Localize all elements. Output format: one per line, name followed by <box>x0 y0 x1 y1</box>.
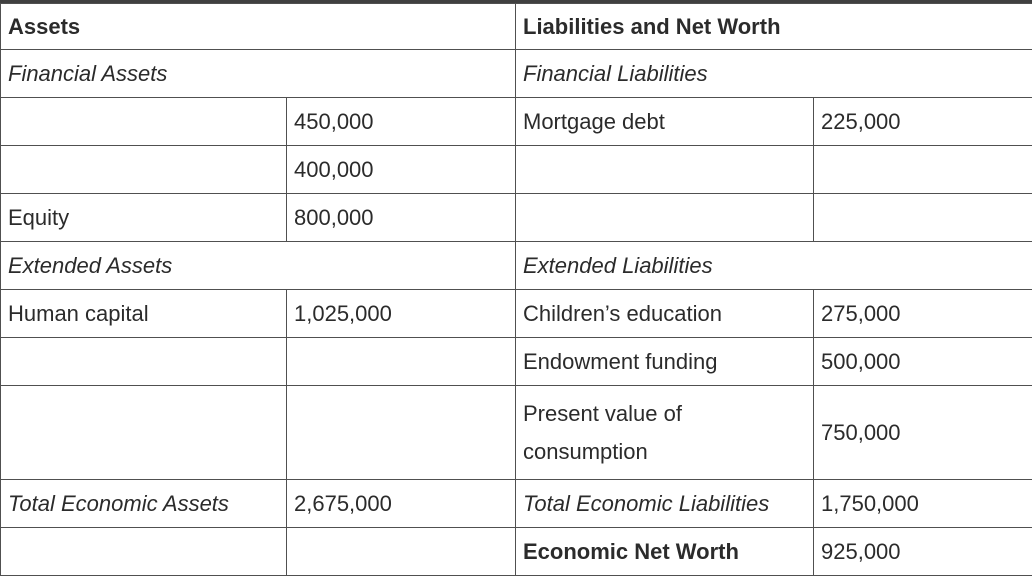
net-worth-value: 925,000 <box>812 527 1032 576</box>
total-assets-value: 2,675,000 <box>286 479 516 528</box>
liability-label-cell: Present value of consumption <box>515 385 814 480</box>
asset-value-cell <box>286 337 516 386</box>
table-row: Human capital 1,025,000 Children’s educa… <box>0 289 1032 338</box>
extended-liabilities-label: Extended Liabilities <box>514 241 1032 290</box>
asset-value-cell: 450,000 <box>286 97 516 146</box>
section-row-extended: Extended Assets Extended Liabilities <box>0 241 1032 290</box>
asset-label-cell: Human capital <box>0 289 287 338</box>
header-row: Assets Liabilities and Net Worth <box>0 3 1032 50</box>
asset-value-cell: 1,025,000 <box>286 289 516 338</box>
empty-cell <box>286 527 516 576</box>
asset-label-cell <box>0 97 287 146</box>
totals-row: Total Economic Assets 2,675,000 Total Ec… <box>0 479 1032 528</box>
economic-balance-sheet-table: Assets Liabilities and Net Worth Financi… <box>0 3 1032 576</box>
extended-assets-label: Extended Assets <box>0 241 516 290</box>
liability-label-cell <box>515 145 814 194</box>
table-row: Endowment funding 500,000 <box>0 337 1032 386</box>
table-row: 450,000 Mortgage debt 225,000 <box>0 97 1032 146</box>
net-worth-label: Economic Net Worth <box>515 527 814 576</box>
table-row: 400,000 <box>0 145 1032 194</box>
table-row: Present value of consumption 750,000 <box>0 385 1032 480</box>
asset-label-cell <box>0 385 287 480</box>
net-worth-row: Economic Net Worth 925,000 <box>0 527 1032 576</box>
empty-cell <box>0 527 287 576</box>
liability-value-cell <box>812 193 1032 242</box>
asset-value-cell <box>286 385 516 480</box>
liability-label-cell: Mortgage debt <box>515 97 814 146</box>
liability-value-cell <box>812 145 1032 194</box>
liability-label-cell <box>515 193 814 242</box>
top-rule <box>0 0 1032 3</box>
liability-value-cell: 750,000 <box>812 385 1032 480</box>
total-assets-label: Total Economic Assets <box>0 479 287 528</box>
liability-label-cell: Children’s education <box>515 289 814 338</box>
financial-liabilities-label: Financial Liabilities <box>514 49 1032 98</box>
liability-value-cell: 225,000 <box>812 97 1032 146</box>
liabilities-header: Liabilities and Net Worth <box>514 3 1032 50</box>
liability-label-cell: Endowment funding <box>515 337 814 386</box>
assets-header: Assets <box>0 3 516 50</box>
asset-label-cell <box>0 337 287 386</box>
financial-assets-label: Financial Assets <box>0 49 516 98</box>
total-liabilities-label: Total Economic Liabilities <box>515 479 814 528</box>
total-liabilities-value: 1,750,000 <box>812 479 1032 528</box>
table-row: Equity 800,000 <box>0 193 1032 242</box>
section-row-financial: Financial Assets Financial Liabilities <box>0 49 1032 98</box>
asset-label-cell <box>0 145 287 194</box>
liability-value-cell: 500,000 <box>812 337 1032 386</box>
asset-value-cell: 800,000 <box>286 193 516 242</box>
liability-value-cell: 275,000 <box>812 289 1032 338</box>
asset-value-cell: 400,000 <box>286 145 516 194</box>
asset-label-cell: Equity <box>0 193 287 242</box>
